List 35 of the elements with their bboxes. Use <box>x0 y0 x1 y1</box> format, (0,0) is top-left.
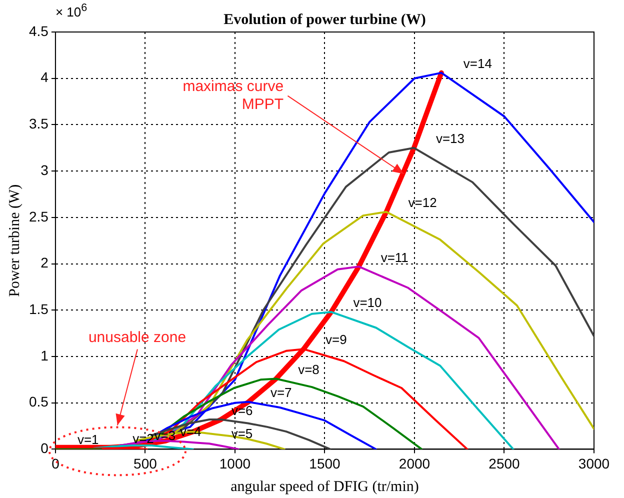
y-tick-label: 3 <box>40 162 49 178</box>
x-tick-label: 2000 <box>398 455 430 472</box>
y-axis-title: Power turbine (W) <box>6 184 23 297</box>
series-label: v=5 <box>231 426 253 441</box>
annotation: unusable zone <box>88 329 186 348</box>
y-tick-label: 2.5 <box>28 208 49 224</box>
x-tick-label: 1000 <box>219 455 251 472</box>
series-label: v=4 <box>180 424 202 439</box>
x-tick-label: 0 <box>52 455 60 472</box>
series-label: v=14 <box>463 56 492 71</box>
x-tick-label: 500 <box>134 455 158 472</box>
x-tick-label: 2500 <box>488 455 520 472</box>
y-tick-label: 0 <box>40 440 49 456</box>
series-label: v=7 <box>270 384 292 400</box>
y-tick-label: 1.5 <box>28 300 49 317</box>
series-label: v=8 <box>298 362 320 377</box>
y-tick-label: 1 <box>40 347 49 364</box>
series-label: v=12 <box>408 194 437 210</box>
y-tick-label: 4.5 <box>28 22 49 39</box>
x-tick-label: 3000 <box>578 455 610 472</box>
x-tick-label: 1500 <box>309 455 341 472</box>
y-tick-label: 0.5 <box>28 394 49 410</box>
series-label: v=1 <box>77 432 99 448</box>
series-label: v=10 <box>353 294 382 310</box>
x-axis-title: angular speed of DFIG (tr/min) <box>230 478 419 495</box>
series-label: v=2 <box>132 431 154 446</box>
text: × 10$^{6}$ <box>55 2 88 20</box>
y-tick-label: 4 <box>40 69 49 86</box>
annotation: maximas curve MPPT <box>182 78 284 114</box>
series-label: v=9 <box>326 332 347 348</box>
series-label: v=11 <box>380 250 408 265</box>
series-label: v=13 <box>436 130 464 146</box>
y-tick-label: 3.5 <box>28 116 49 132</box>
chart-title: Evolution of power turbine (W) <box>224 12 426 28</box>
y-tick-label: 2 <box>40 254 49 271</box>
